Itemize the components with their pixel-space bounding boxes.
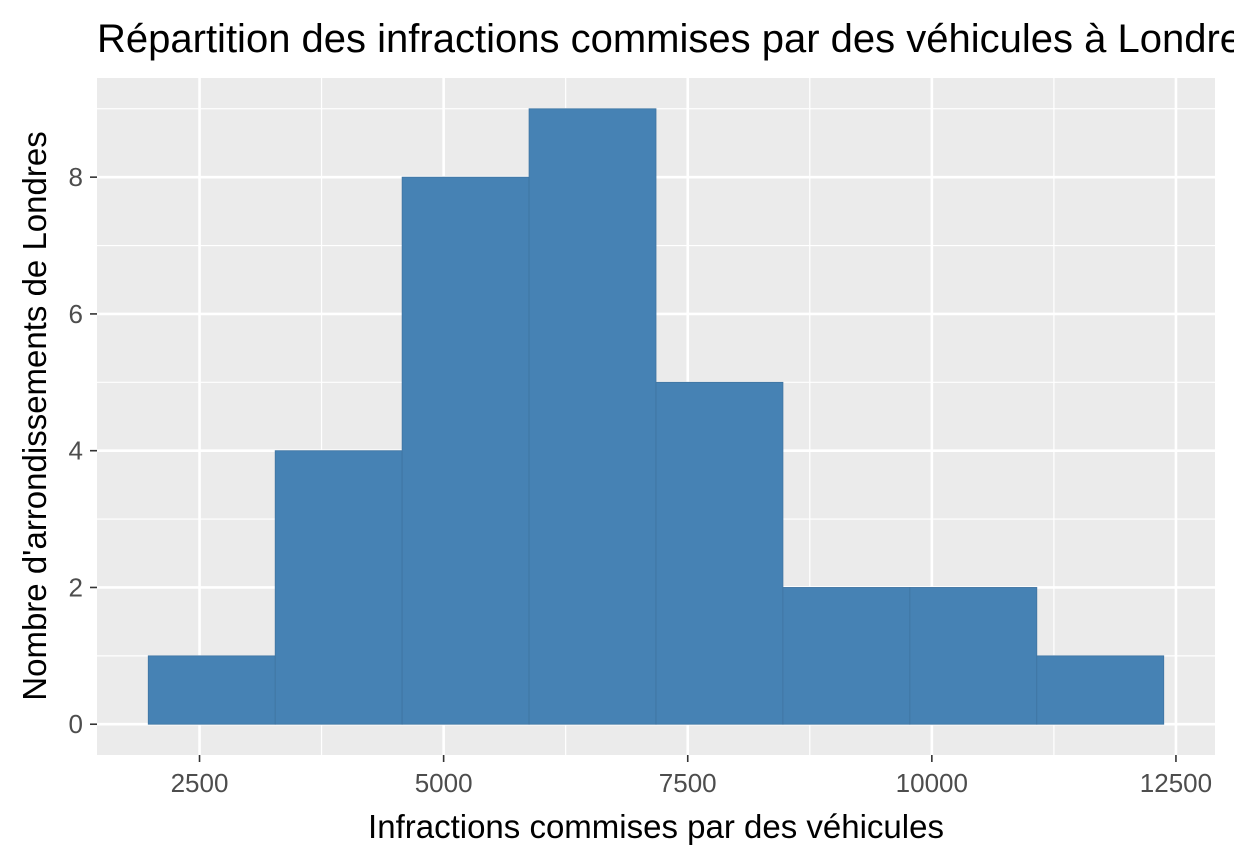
histogram-bar (528, 108, 657, 725)
x-axis: 2500 5000 7500 10000 12500 (171, 755, 1212, 798)
y-tick-label: 8 (69, 162, 83, 192)
x-tick-label: 12500 (1140, 768, 1212, 798)
y-tick-label: 6 (69, 299, 83, 329)
histogram-bar (909, 587, 1038, 725)
x-tick-label: 2500 (171, 768, 229, 798)
histogram-bar (655, 381, 784, 725)
x-tick-label: 5000 (415, 768, 473, 798)
histogram-bar (274, 450, 403, 725)
x-axis-title: Infractions commises par des véhicules (368, 808, 944, 845)
y-axis-title: Nombre d'arrondissements de Londres (16, 131, 53, 700)
x-tick-label: 10000 (896, 768, 968, 798)
y-tick-label: 0 (69, 709, 83, 739)
histogram-bar (1036, 655, 1165, 725)
y-tick-label: 2 (69, 572, 83, 602)
histogram-bar (782, 587, 911, 725)
y-axis: 0 2 4 6 8 (69, 162, 97, 739)
chart-title: Répartition des infractions commises par… (97, 17, 1234, 61)
y-tick-label: 4 (69, 436, 83, 466)
histogram-bars (147, 108, 1165, 725)
histogram-bar (147, 655, 276, 725)
x-tick-label: 7500 (659, 768, 717, 798)
histogram-bar (401, 176, 530, 725)
